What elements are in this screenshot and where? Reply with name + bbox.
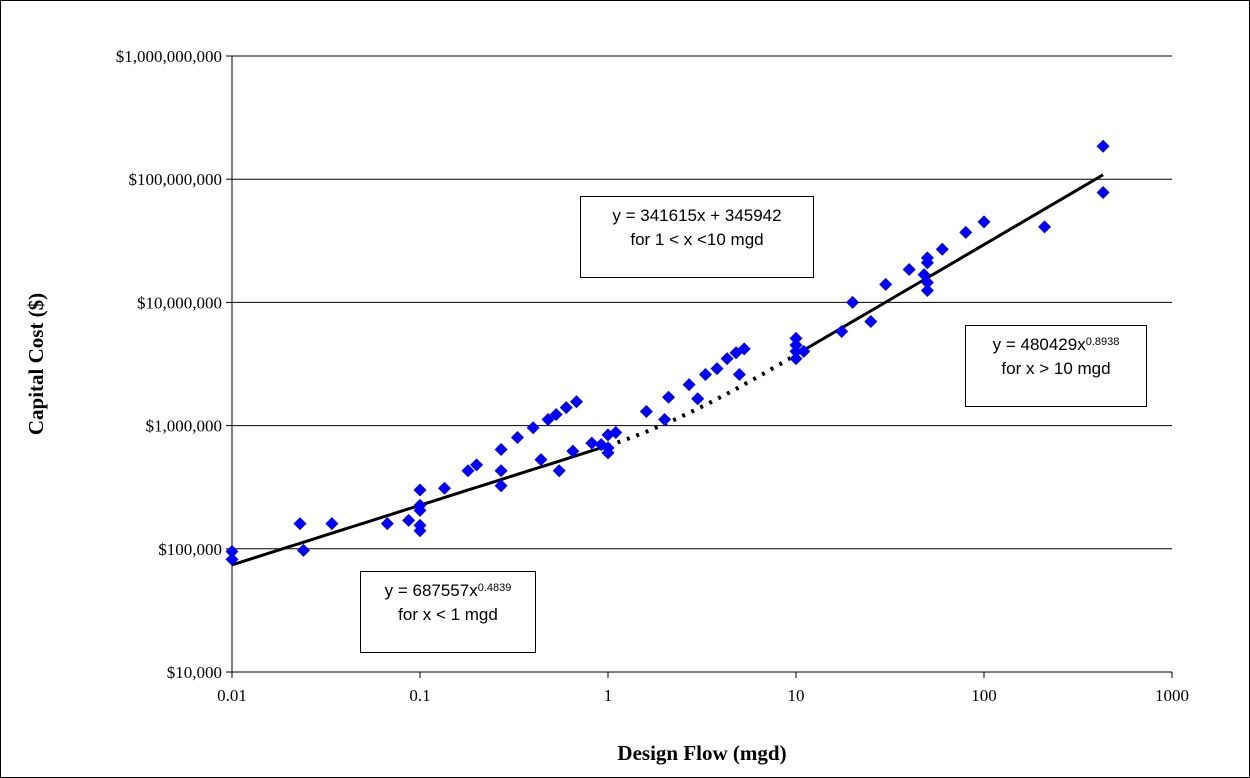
data-point [1096,185,1110,199]
data-point [920,276,934,290]
data-point [789,331,803,345]
x-tick-label: 1000 [1155,686,1189,705]
data-point [977,215,991,229]
equation-low: y = 687557x0.4839 [361,579,535,603]
data-point [737,342,751,356]
x-tick-label: 0.1 [409,686,430,705]
y-tick-label: $1,000,000,000 [116,47,222,66]
y-tick-label: $10,000,000 [137,293,222,312]
data-point [510,431,524,445]
equation-high-range: for x > 10 mgd [1001,359,1111,378]
trend-line [795,173,1104,357]
grid-lines [232,55,1172,550]
data-point [413,483,427,497]
data-point [601,446,615,460]
equation-mid-range: for 1 < x <10 mgd [630,230,764,249]
trend-line [607,352,798,448]
data-point [293,517,307,531]
equation-high-base: y = 480429x [992,335,1086,354]
data-point [864,314,878,328]
data-point [552,464,566,478]
data-point [585,436,599,450]
data-point [902,262,916,276]
data-point [296,543,310,557]
data-point [1096,139,1110,153]
data-point [559,401,573,415]
y-tick-label: $1,000,000 [146,417,223,436]
data-point [225,545,239,559]
x-tick-label: 0.01 [217,686,247,705]
equation-box-low: y = 687557x0.4839 for x < 1 mgd [360,571,536,653]
data-point [720,352,734,366]
data-point [541,413,555,427]
data-point [1038,220,1052,234]
data-point [470,458,484,472]
data-point [494,479,508,493]
x-tick-label: 100 [971,686,997,705]
data-point [835,325,849,339]
data-point [658,413,672,427]
data-point [438,481,452,495]
data-point [639,405,653,419]
data-point [920,256,934,270]
data-point [494,464,508,478]
data-point [789,352,803,366]
data-point [566,444,580,458]
data-point [380,517,394,531]
data-point [710,362,724,376]
data-point [402,513,416,527]
equation-mid: y = 341615x + 345942 [612,206,782,225]
data-point [494,442,508,456]
equation-low-exponent: 0.4839 [477,582,512,594]
y-tick-label: $100,000 [158,540,222,559]
x-tick-label: 1 [604,686,613,705]
data-point [797,344,811,358]
data-point [732,367,746,381]
data-point [225,552,239,566]
data-point [879,277,893,291]
data-point [662,390,676,404]
data-point [461,464,475,478]
data-point [935,242,949,256]
data-point [413,503,427,517]
data-point [698,367,712,381]
data-point [526,421,540,435]
data-point [609,425,623,439]
equation-low-base: y = 687557x [384,581,478,600]
data-point [413,524,427,538]
data-point [549,408,563,422]
x-tick-label: 10 [788,686,805,705]
data-point [534,453,548,467]
data-point [682,378,696,392]
data-point [570,395,584,409]
equation-low-range: for x < 1 mgd [398,605,498,624]
equation-high-exponent: 0.8938 [1085,336,1120,348]
equation-high: y = 480429x0.8938 [966,333,1146,357]
equation-box-mid: y = 341615x + 345942 for 1 < x <10 mgd [580,196,814,278]
y-axis-title: Capital Cost ($) [24,293,48,435]
data-point [325,517,339,531]
equation-box-high: y = 480429x0.8938 for x > 10 mgd [965,325,1147,407]
data-points [225,139,1110,566]
y-tick-label: $100,000,000 [129,170,223,189]
data-point [920,283,934,297]
data-point [959,225,973,239]
data-point [691,392,705,406]
data-point [846,295,860,309]
tick-labels: $10,000 $100,000 $1,000,000 $10,000,000 $100… [116,47,1189,705]
y-tick-label: $10,000 [167,663,222,682]
x-axis-title: Design Flow (mgd) [617,741,786,765]
data-point [789,344,803,358]
